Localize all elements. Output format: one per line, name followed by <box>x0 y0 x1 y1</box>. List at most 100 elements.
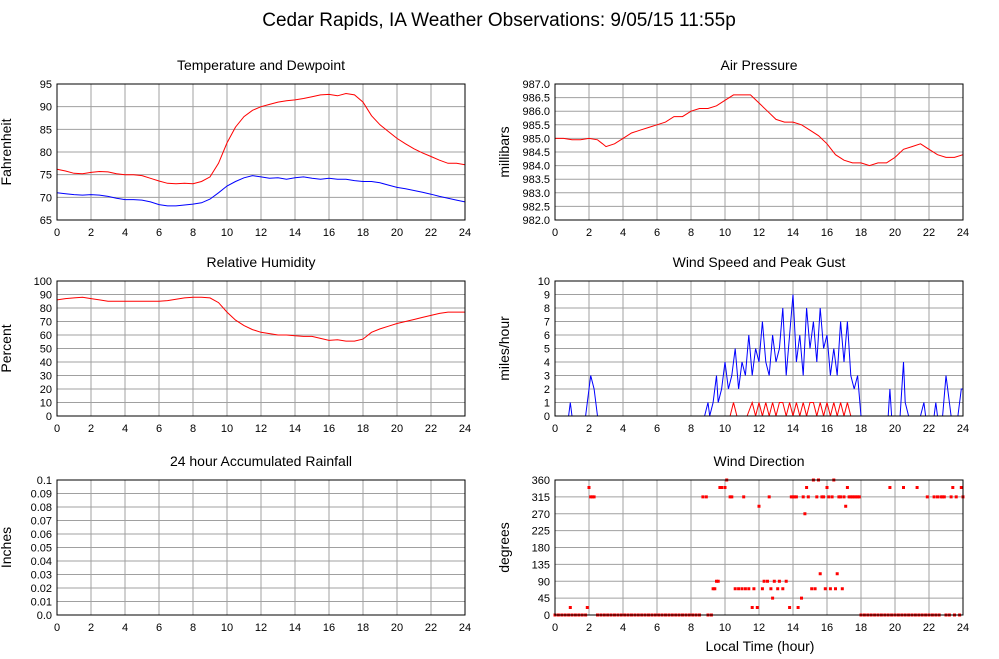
wind-x-tick-label: 6 <box>654 423 660 435</box>
direction-point <box>755 606 759 609</box>
temp-y-tick-label: 90 <box>40 102 52 114</box>
humidity-y-tick-label: 40 <box>40 357 52 369</box>
direction-point <box>925 495 929 499</box>
humidity-x-tick-label: 24 <box>459 423 471 435</box>
direction-point <box>854 495 858 499</box>
direction-point <box>840 587 844 591</box>
direction-point <box>740 587 744 591</box>
direction-x-tick-label: 4 <box>620 622 626 634</box>
humidity-x-tick-label: 0 <box>54 423 60 435</box>
direction-point <box>720 486 724 489</box>
temp-y-tick-label: 95 <box>40 79 52 91</box>
humidity-y-axis-label: Percent <box>0 324 14 372</box>
direction-point <box>801 495 805 499</box>
humidity-title: Relative Humidity <box>207 254 316 270</box>
rain-y-tick-label: 0.02 <box>31 583 52 595</box>
pressure-x-tick-label: 2 <box>586 227 592 239</box>
rain-x-tick-label: 0 <box>54 622 60 634</box>
direction-point <box>747 587 751 591</box>
direction-point <box>941 495 945 499</box>
humidity-y-tick-label: 30 <box>40 371 52 383</box>
pressure-y-tick-label: 986.5 <box>522 93 550 105</box>
pressure-x-tick-label: 22 <box>923 227 935 239</box>
direction-point <box>845 486 849 489</box>
direction-point <box>852 495 856 499</box>
direction-plot-frame <box>554 479 964 616</box>
direction-point <box>718 486 722 489</box>
direction-point <box>568 606 572 609</box>
humidity-y-tick-label: 0 <box>46 411 52 423</box>
direction-y-tick-label: 360 <box>532 475 550 487</box>
direction-x-tick-label: 18 <box>855 622 867 634</box>
direction-y-tick-label: 270 <box>532 509 550 521</box>
humidity-x-tick-label: 22 <box>425 423 437 435</box>
direction-point <box>760 587 764 591</box>
wind-plot-frame <box>554 280 964 417</box>
pressure-y-tick-label: 983.5 <box>522 174 550 186</box>
humidity-x-tick-label: 4 <box>122 423 128 435</box>
direction-point <box>733 587 737 591</box>
wind-x-tick-label: 4 <box>620 423 626 435</box>
pressure-y-tick-label: 982.5 <box>522 201 550 213</box>
wind-x-tick-label: 12 <box>753 423 765 435</box>
direction-point <box>834 587 837 591</box>
direction-point <box>813 587 817 591</box>
rain-x-tick-label: 6 <box>156 622 162 634</box>
humidity-x-tick-label: 20 <box>391 423 403 435</box>
rain-x-tick-label: 22 <box>425 622 437 634</box>
direction-x-tick-label: 16 <box>821 622 833 634</box>
humidity-x-tick-label: 12 <box>255 423 267 435</box>
pressure-y-tick-label: 985.0 <box>522 133 550 145</box>
humidity-x-tick-label: 8 <box>190 423 196 435</box>
pressure-x-tick-label: 4 <box>620 227 626 239</box>
direction-point <box>742 495 746 499</box>
direction-point <box>827 495 831 499</box>
rain-y-tick-label: 0.03 <box>31 570 52 582</box>
direction-title: Wind Direction <box>713 453 804 469</box>
temp-series-red-line <box>56 92 466 185</box>
humidity-y-tick-label: 60 <box>40 330 52 342</box>
pressure-x-tick-label: 10 <box>719 227 731 239</box>
temp-plot-frame <box>56 83 466 221</box>
direction-point <box>769 587 773 591</box>
direction-point <box>589 495 593 499</box>
pressure-plot-frame <box>554 83 964 221</box>
wind-x-tick-label: 22 <box>923 423 935 435</box>
rain-y-tick-label: 0.1 <box>37 475 52 487</box>
direction-point <box>849 495 853 499</box>
pressure-y-axis-label: millibars <box>496 126 512 177</box>
wind-x-tick-label: 18 <box>855 423 867 435</box>
direction-point <box>704 495 708 499</box>
rain-x-tick-label: 14 <box>289 622 301 634</box>
direction-point <box>936 495 939 499</box>
wind-y-tick-label: 0 <box>544 411 550 423</box>
direction-point <box>915 486 919 489</box>
pressure-title: Air Pressure <box>720 57 797 73</box>
humidity-y-tick-label: 80 <box>40 303 52 315</box>
wind-x-tick-label: 0 <box>552 423 558 435</box>
wind-y-tick-label: 8 <box>544 303 550 315</box>
pressure-x-tick-label: 6 <box>654 227 660 239</box>
wind-series-red-line <box>555 400 963 417</box>
rain-x-tick-label: 8 <box>190 622 196 634</box>
direction-point <box>750 606 754 609</box>
direction-point <box>825 486 829 489</box>
direction-x-tick-label: 6 <box>654 622 660 634</box>
rain-x-tick-label: 2 <box>88 622 94 634</box>
direction-point <box>757 504 761 508</box>
direction-point <box>847 495 851 499</box>
humidity-y-tick-label: 70 <box>40 317 52 329</box>
wind-y-tick-label: 6 <box>544 330 550 342</box>
temp-x-tick-label: 20 <box>391 227 403 239</box>
direction-point <box>716 579 720 583</box>
rain-y-tick-label: 0.0 <box>37 610 52 622</box>
direction-point <box>796 606 800 609</box>
wind-y-tick-label: 4 <box>544 357 550 369</box>
direction-point <box>822 495 826 499</box>
direction-point <box>777 579 781 583</box>
direction-point <box>835 572 839 576</box>
direction-x-tick-label: 10 <box>719 622 731 634</box>
